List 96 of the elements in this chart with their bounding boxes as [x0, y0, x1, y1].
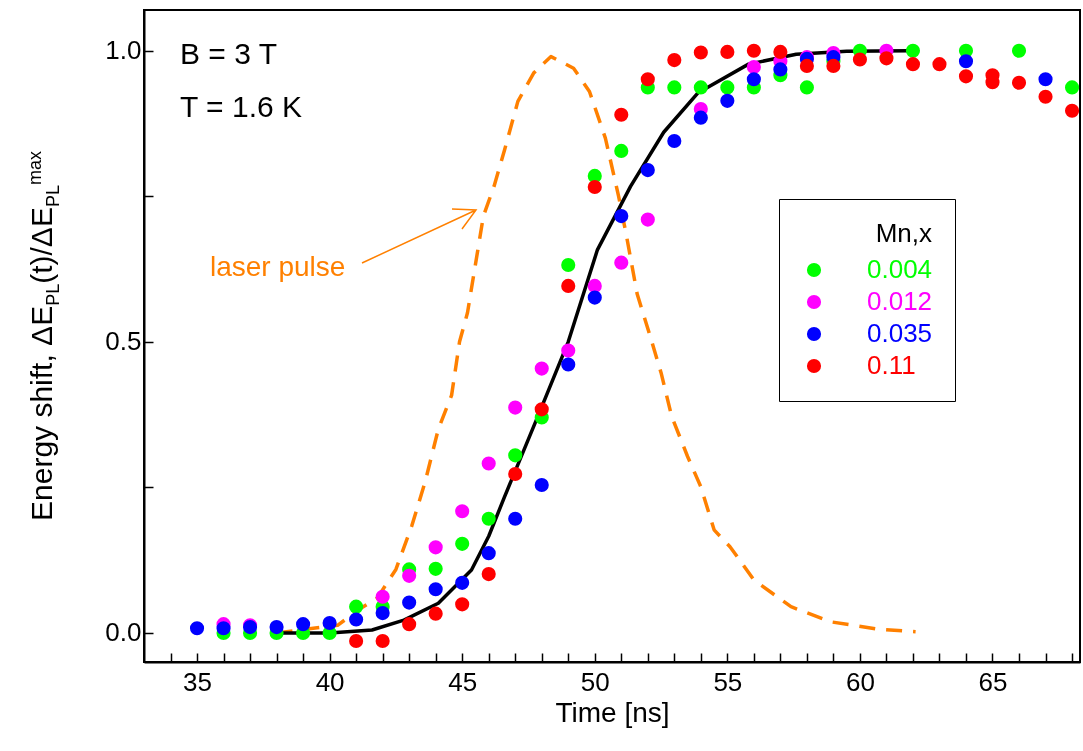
y-tick-label: 1.0 [105, 35, 142, 66]
point [958, 69, 974, 84]
point [455, 597, 470, 612]
point [614, 209, 629, 224]
point [773, 44, 788, 59]
point [561, 257, 576, 273]
point [587, 179, 602, 195]
point [534, 402, 549, 417]
point [216, 621, 231, 636]
point [481, 511, 496, 526]
point [508, 511, 523, 526]
point [402, 595, 417, 610]
point [561, 357, 576, 372]
point [614, 143, 629, 158]
point [428, 540, 443, 555]
point [1011, 43, 1027, 58]
x-axis-title: Time [ns] [555, 696, 670, 728]
point [746, 72, 761, 87]
point [189, 621, 205, 636]
point [799, 80, 814, 95]
point [428, 582, 443, 597]
point [640, 212, 655, 227]
point [561, 343, 576, 358]
point [693, 80, 708, 95]
point [375, 633, 390, 649]
x-tick-label: 50 [580, 666, 610, 697]
point [322, 615, 337, 631]
point [799, 58, 814, 73]
point [481, 546, 496, 561]
point [349, 612, 364, 627]
point [773, 62, 788, 77]
legend-label: 0.11 [867, 350, 916, 380]
point [269, 620, 284, 635]
point [349, 633, 364, 649]
x-tick-label: 60 [845, 666, 875, 697]
point [455, 504, 470, 519]
point [349, 599, 364, 614]
point [402, 617, 417, 632]
point [375, 589, 390, 604]
point [428, 561, 443, 576]
point [561, 278, 576, 293]
annotation: laser pulse [210, 251, 346, 282]
point [614, 107, 629, 122]
legend-label: 0.012 [867, 286, 933, 316]
point [428, 606, 443, 621]
legend-label: 0.035 [867, 318, 933, 348]
annotation: B = 3 T [180, 37, 278, 70]
point [693, 45, 708, 60]
point [455, 536, 470, 551]
y-tick-label: 0.5 [105, 326, 142, 357]
y-tick-label: 0.0 [105, 617, 142, 648]
point [667, 80, 682, 95]
point [508, 448, 523, 463]
point [481, 456, 496, 471]
point [667, 133, 682, 149]
point [879, 51, 894, 66]
point [905, 57, 921, 72]
legend-label: 0.004 [867, 254, 933, 284]
point [1064, 103, 1080, 118]
point [640, 72, 655, 87]
point [1038, 72, 1053, 87]
point [508, 466, 523, 482]
point [296, 617, 311, 632]
point [720, 80, 735, 95]
point [481, 567, 496, 582]
point [746, 43, 761, 58]
point [1011, 75, 1027, 90]
point [1038, 89, 1053, 104]
annotation: T = 1.6 K [180, 90, 303, 123]
point [852, 52, 867, 67]
point [587, 290, 602, 305]
point [746, 59, 761, 75]
point [455, 575, 470, 590]
point [932, 57, 947, 72]
x-tick-label: 65 [978, 666, 1008, 697]
point [826, 58, 841, 73]
point [1064, 80, 1080, 95]
x-tick-label: 55 [713, 666, 743, 697]
x-tick-label: 40 [315, 666, 345, 697]
point [375, 606, 390, 621]
point [534, 361, 549, 376]
point [667, 53, 682, 68]
legend-title: Mn,x [875, 218, 932, 248]
x-tick-label: 35 [183, 666, 212, 697]
point [905, 43, 921, 58]
point [534, 477, 549, 493]
point [958, 54, 974, 69]
point [720, 93, 735, 108]
point [614, 255, 629, 270]
point [402, 568, 417, 583]
point [508, 400, 523, 415]
point [693, 110, 708, 125]
point [587, 278, 602, 293]
point [640, 163, 655, 178]
point [720, 44, 735, 59]
x-tick-label: 45 [448, 666, 478, 697]
